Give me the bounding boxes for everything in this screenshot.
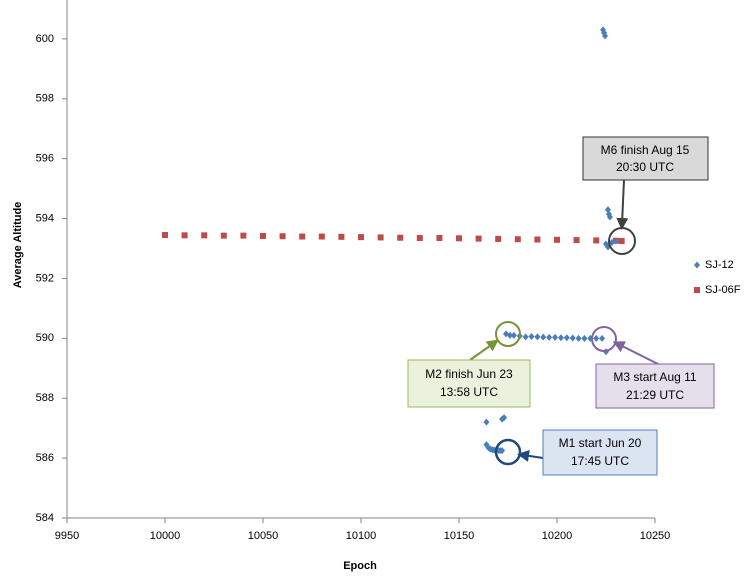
marker (436, 235, 443, 242)
marker (606, 213, 613, 221)
y-tick-label: 588 (36, 392, 54, 404)
marker (534, 333, 541, 341)
marker (593, 334, 600, 342)
marker (501, 414, 508, 422)
annotation-text: M3 start Aug 11 (613, 370, 696, 384)
y-tick-label: 592 (36, 272, 54, 284)
legend-label: SJ-12 (705, 259, 734, 271)
marker (563, 334, 570, 342)
annotation: M1 start Jun 20 17:45 UTC (494, 429, 658, 476)
marker (260, 232, 266, 239)
marker (475, 235, 482, 242)
annotation: M3 start Aug 11 21:29 UTC (591, 326, 715, 409)
annotation-text: M1 start Jun 20 (559, 436, 642, 450)
marker (240, 232, 247, 239)
annotation: M6 finish Aug 15 20:30 UTC (582, 136, 709, 255)
marker (162, 232, 168, 239)
callout-box (407, 359, 531, 408)
marker (318, 233, 325, 240)
y-tick-label: 586 (36, 452, 54, 464)
marker (483, 418, 490, 426)
marker (416, 235, 423, 242)
highlight-circle (591, 326, 617, 352)
x-tick-label: 10150 (444, 530, 475, 542)
arrow (517, 449, 544, 462)
x-tick-label: 10100 (346, 530, 377, 542)
marker (506, 331, 513, 339)
marker (569, 334, 576, 342)
marker (557, 334, 564, 342)
annotation: M2 finish Jun 23 13:58 UTC (407, 321, 531, 408)
legend-marker (694, 261, 700, 269)
marker (358, 234, 364, 241)
legend-label: SJ-06F (705, 284, 741, 296)
legend-marker (694, 287, 700, 293)
callout-box (582, 136, 709, 181)
annotation-text: 21:29 UTC (626, 388, 684, 402)
marker (483, 441, 490, 449)
annotation-text: 20:30 UTC (616, 160, 674, 174)
marker (377, 234, 384, 241)
marker (514, 236, 521, 243)
x-tick-label: 10000 (150, 530, 181, 542)
arrow (612, 341, 661, 366)
marker (397, 234, 404, 241)
marker (528, 333, 535, 341)
x-tick-label: 10200 (542, 530, 573, 542)
marker (593, 237, 600, 244)
marker (546, 333, 553, 341)
arrow (616, 179, 629, 230)
annotation-text: M6 finish Aug 15 (601, 143, 690, 157)
marker (540, 333, 547, 341)
y-axis-title: Average Altitude (12, 202, 24, 289)
y-tick-label: 598 (36, 93, 54, 105)
marker (552, 333, 559, 341)
y-tick-label: 584 (36, 512, 54, 524)
plot-area: 584 586 588 590 592 594 596 598 600 9950 10000 1005… (36, 0, 671, 542)
annotation-text: 17:45 UTC (571, 454, 629, 468)
annotation-text: M2 finish Jun 23 (425, 367, 513, 381)
x-tick-label: 10250 (640, 530, 671, 542)
marker (612, 237, 619, 245)
marker (602, 32, 609, 40)
marker (201, 232, 208, 239)
marker (338, 233, 345, 240)
y-tick-label: 594 (36, 212, 54, 224)
y-tick-label: 590 (36, 332, 54, 344)
marker (299, 233, 306, 240)
marker (534, 236, 541, 243)
marker (522, 333, 529, 341)
marker (581, 334, 588, 342)
marker (181, 232, 188, 239)
marker (575, 334, 582, 342)
y-tick-label: 600 (36, 33, 54, 45)
y-tick-label: 596 (36, 153, 54, 165)
marker (554, 236, 560, 243)
x-tick-label: 9950 (55, 530, 79, 542)
marker (456, 235, 462, 242)
annotation-text: 13:58 UTC (440, 385, 498, 399)
marker (279, 233, 286, 240)
marker (499, 447, 506, 455)
x-tick-label: 10050 (248, 530, 279, 542)
x-axis-title: Epoch (343, 560, 377, 572)
marker (510, 331, 517, 339)
marker (618, 238, 625, 245)
callout-box (542, 429, 658, 476)
callout-box (595, 363, 715, 409)
arrow (469, 339, 499, 361)
marker (220, 232, 227, 239)
highlight-circle (495, 321, 521, 347)
marker (573, 237, 580, 244)
marker (599, 334, 606, 342)
marker (495, 235, 502, 242)
